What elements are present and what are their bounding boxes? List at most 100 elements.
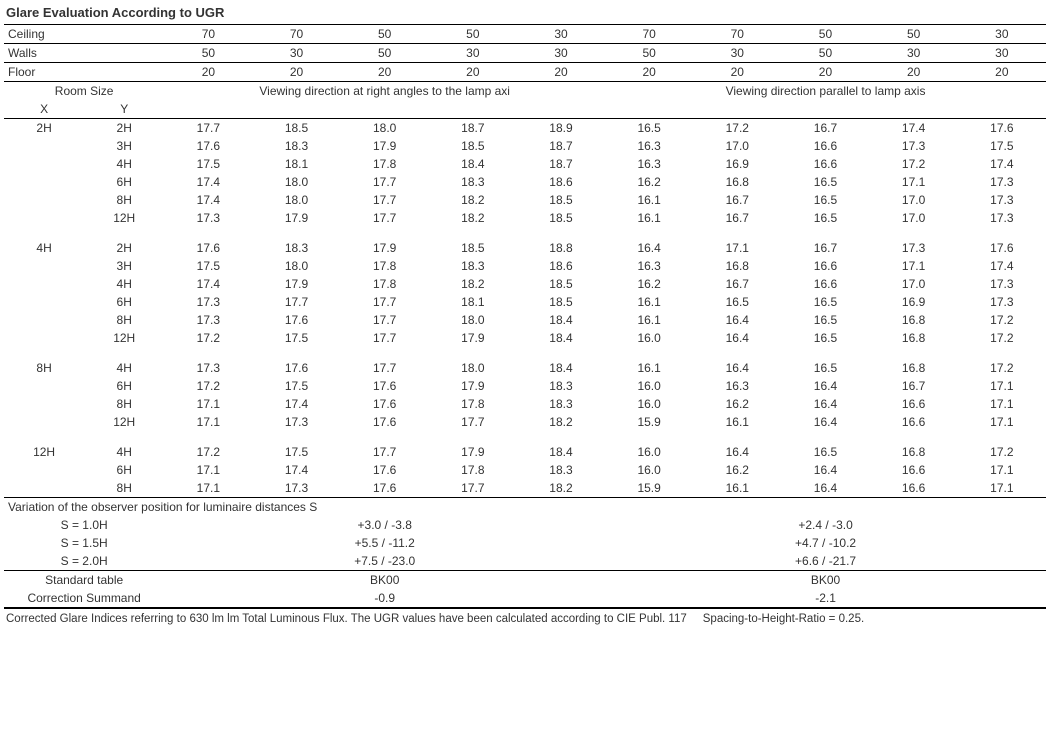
param-value: 30 xyxy=(429,44,517,63)
param-value: 70 xyxy=(693,25,781,44)
ugr-value: 17.5 xyxy=(252,329,340,347)
ugr-value: 17.7 xyxy=(341,209,429,227)
footer-text-a: Corrected Glare Indices referring to 630… xyxy=(6,613,687,625)
room-y: 6H xyxy=(84,377,164,395)
param-label: Ceiling xyxy=(4,25,164,44)
ugr-value: 16.4 xyxy=(605,239,693,257)
ugr-value: 16.2 xyxy=(605,275,693,293)
ugr-value: 17.9 xyxy=(429,377,517,395)
ugr-value: 18.4 xyxy=(517,359,605,377)
ugr-value: 17.9 xyxy=(252,275,340,293)
ugr-value: 17.6 xyxy=(252,359,340,377)
view-right-label: Viewing direction at right angles to the… xyxy=(164,82,605,100)
room-y: 4H xyxy=(84,275,164,293)
ugr-value: 18.5 xyxy=(429,137,517,155)
ugr-value: 16.6 xyxy=(781,257,869,275)
ugr-value: 17.4 xyxy=(164,275,252,293)
ugr-value: 16.4 xyxy=(693,329,781,347)
ugr-value: 17.9 xyxy=(341,137,429,155)
ugr-value: 18.1 xyxy=(429,293,517,311)
ugr-value: 17.2 xyxy=(164,377,252,395)
ugr-value: 18.7 xyxy=(429,119,517,137)
ugr-value: 18.3 xyxy=(252,137,340,155)
ugr-value: 16.2 xyxy=(605,173,693,191)
ugr-value: 16.3 xyxy=(605,155,693,173)
ugr-value: 17.5 xyxy=(252,377,340,395)
ugr-value: 16.8 xyxy=(870,443,958,461)
ugr-value: 17.2 xyxy=(958,329,1046,347)
variation-b: +6.6 / -21.7 xyxy=(605,552,1046,571)
room-x xyxy=(4,413,84,431)
param-value: 30 xyxy=(517,44,605,63)
ugr-value: 17.2 xyxy=(958,311,1046,329)
ugr-value: 18.8 xyxy=(517,239,605,257)
variation-a: +3.0 / -3.8 xyxy=(164,516,605,534)
ugr-value: 16.4 xyxy=(693,359,781,377)
ugr-value: 17.8 xyxy=(429,461,517,479)
room-x xyxy=(4,137,84,155)
ugr-value: 16.6 xyxy=(781,155,869,173)
ugr-value: 16.8 xyxy=(693,257,781,275)
ugr-value: 17.1 xyxy=(958,461,1046,479)
room-y: 4H xyxy=(84,443,164,461)
ugr-value: 17.2 xyxy=(693,119,781,137)
ugr-value: 17.7 xyxy=(429,413,517,431)
ugr-value: 17.3 xyxy=(958,209,1046,227)
variation-a: +5.5 / -11.2 xyxy=(164,534,605,552)
room-size-label: Room Size xyxy=(4,82,164,100)
ugr-value: 17.7 xyxy=(341,329,429,347)
ugr-value: 17.3 xyxy=(958,191,1046,209)
room-x: 8H xyxy=(4,359,84,377)
ugr-value: 17.6 xyxy=(341,413,429,431)
room-y: 8H xyxy=(84,479,164,497)
ugr-value: 17.1 xyxy=(958,413,1046,431)
ugr-value: 17.7 xyxy=(341,443,429,461)
ugr-value: 17.9 xyxy=(341,239,429,257)
ugr-value: 16.1 xyxy=(693,479,781,497)
ugr-value: 16.0 xyxy=(605,461,693,479)
ugr-value: 17.4 xyxy=(164,173,252,191)
ugr-value: 18.0 xyxy=(341,119,429,137)
param-value: 20 xyxy=(781,63,869,82)
room-y: 12H xyxy=(84,329,164,347)
ugr-value: 17.6 xyxy=(164,239,252,257)
ugr-value: 17.6 xyxy=(341,461,429,479)
param-value: 20 xyxy=(252,63,340,82)
room-x: 2H xyxy=(4,119,84,137)
ugr-value: 15.9 xyxy=(605,479,693,497)
ugr-value: 18.5 xyxy=(517,293,605,311)
corr-label: Correction Summand xyxy=(4,589,164,608)
ugr-value: 18.3 xyxy=(517,395,605,413)
ugr-value: 18.3 xyxy=(429,257,517,275)
ugr-value: 17.1 xyxy=(164,413,252,431)
ugr-value: 18.0 xyxy=(252,257,340,275)
ugr-value: 16.5 xyxy=(781,311,869,329)
param-value: 20 xyxy=(870,63,958,82)
ugr-value: 16.7 xyxy=(781,239,869,257)
param-value: 30 xyxy=(517,25,605,44)
ugr-value: 16.6 xyxy=(870,479,958,497)
room-x: 4H xyxy=(4,239,84,257)
ugr-table: Glare Evaluation According to UGR Ceilin… xyxy=(0,0,1050,633)
ugr-value: 17.1 xyxy=(164,479,252,497)
param-value: 30 xyxy=(958,44,1046,63)
ugr-value: 17.7 xyxy=(341,359,429,377)
ugr-value: 18.0 xyxy=(252,173,340,191)
ugr-value: 17.5 xyxy=(164,257,252,275)
ugr-value: 16.8 xyxy=(870,329,958,347)
ugr-value: 18.2 xyxy=(517,479,605,497)
ugr-value: 17.7 xyxy=(341,173,429,191)
ugr-value: 16.6 xyxy=(870,413,958,431)
param-value: 50 xyxy=(781,25,869,44)
room-x: 12H xyxy=(4,443,84,461)
ugr-value: 16.0 xyxy=(605,443,693,461)
ugr-value: 16.0 xyxy=(605,395,693,413)
ugr-value: 16.3 xyxy=(605,137,693,155)
room-y: 3H xyxy=(84,137,164,155)
ugr-value: 17.3 xyxy=(164,293,252,311)
ugr-value: 18.3 xyxy=(429,173,517,191)
room-x xyxy=(4,173,84,191)
ugr-value: 18.7 xyxy=(517,155,605,173)
ugr-value: 17.7 xyxy=(252,293,340,311)
ugr-value: 17.1 xyxy=(958,377,1046,395)
